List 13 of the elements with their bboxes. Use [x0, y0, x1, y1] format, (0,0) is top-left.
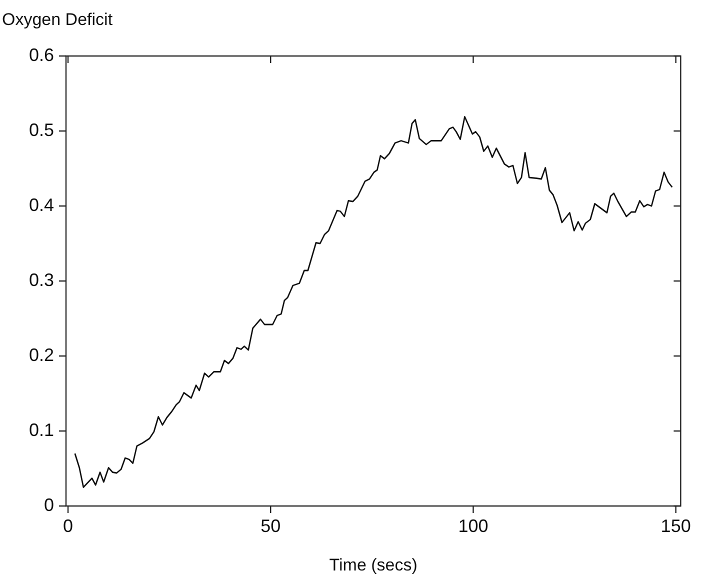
- y-tick-label: 0.3: [28, 270, 54, 290]
- y-tick-label: 0: [44, 494, 54, 515]
- x-tick-label: 100: [458, 516, 488, 536]
- y-tick-label: 0.6: [28, 44, 54, 65]
- y-tick-label: 0.2: [28, 344, 54, 365]
- x-tick-label: 50: [260, 516, 281, 536]
- y-tick-label: 0.5: [28, 120, 54, 140]
- x-axis-title: Time (secs): [329, 555, 418, 574]
- x-tick-label: 0: [63, 516, 74, 536]
- y-tick-label: 0.1: [28, 420, 54, 440]
- x-tick-label: 150: [660, 516, 691, 536]
- y-axis-title: Oxygen Deficit: [2, 10, 113, 30]
- y-tick-label: 0.4: [28, 194, 54, 215]
